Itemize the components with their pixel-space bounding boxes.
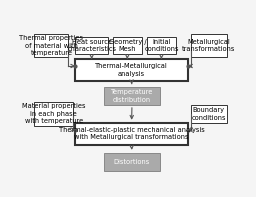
Bar <box>191 105 227 123</box>
Bar <box>191 34 227 57</box>
Bar <box>76 59 188 81</box>
Text: Heat source
characteristics: Heat source characteristics <box>67 39 116 52</box>
Bar <box>34 101 73 126</box>
Text: Material properties
in each phase
with temperature: Material properties in each phase with t… <box>22 103 86 124</box>
Text: Distortions: Distortions <box>114 159 150 165</box>
Bar <box>147 37 176 54</box>
Text: Metallurgical
transformations: Metallurgical transformations <box>182 39 235 52</box>
Text: Temperature
distribution: Temperature distribution <box>111 89 153 103</box>
Text: Thermal-elastic-plastic mechanical analysis
with Metallurgical transformations: Thermal-elastic-plastic mechanical analy… <box>59 127 205 140</box>
Bar <box>76 37 108 54</box>
Text: Boundary
conditions: Boundary conditions <box>191 107 226 121</box>
Text: Thermal properties
of material with
temperature: Thermal properties of material with temp… <box>19 35 83 56</box>
Text: Initial
conditions: Initial conditions <box>144 39 179 52</box>
Text: Geometry /
Mesh: Geometry / Mesh <box>109 39 146 52</box>
Bar <box>34 34 68 57</box>
Bar <box>104 153 160 171</box>
Bar <box>76 123 188 145</box>
Bar <box>113 37 142 54</box>
Bar <box>104 87 160 105</box>
Text: Thermal-Metallurgical
analysis: Thermal-Metallurgical analysis <box>95 63 168 77</box>
